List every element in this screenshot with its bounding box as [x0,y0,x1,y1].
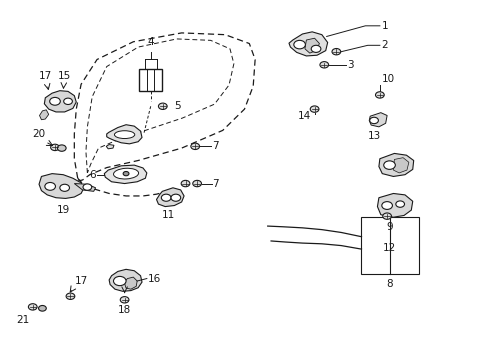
Polygon shape [378,153,413,176]
Circle shape [83,184,92,190]
Circle shape [60,184,69,192]
Ellipse shape [113,168,138,179]
Text: 16: 16 [147,274,161,284]
Polygon shape [377,193,412,217]
Circle shape [310,45,320,53]
Text: 4: 4 [147,37,154,47]
Text: 11: 11 [161,210,174,220]
Text: 17: 17 [74,276,87,286]
Circle shape [395,201,404,207]
Circle shape [63,98,72,104]
Text: 3: 3 [347,60,353,70]
Text: 9: 9 [386,222,392,232]
Polygon shape [393,158,408,173]
Text: 20: 20 [32,129,45,139]
Polygon shape [106,125,142,144]
Polygon shape [74,184,95,192]
Polygon shape [368,113,386,127]
Text: 21: 21 [17,315,30,325]
Circle shape [161,194,171,201]
Polygon shape [40,110,49,120]
Polygon shape [109,269,142,291]
Text: 8: 8 [386,279,392,289]
Circle shape [190,143,199,149]
Polygon shape [124,277,137,289]
Circle shape [319,62,328,68]
Text: 12: 12 [382,243,395,253]
Circle shape [383,161,394,169]
Text: 7: 7 [211,141,218,151]
Circle shape [293,40,305,49]
Polygon shape [305,38,319,53]
Text: 10: 10 [381,73,394,84]
Circle shape [123,171,129,176]
Circle shape [28,304,37,310]
Text: 17: 17 [39,72,52,81]
Circle shape [66,293,75,300]
Polygon shape [288,32,327,56]
Polygon shape [39,174,84,198]
Text: 14: 14 [297,111,310,121]
Text: 5: 5 [174,101,180,111]
Circle shape [369,117,378,123]
Text: 15: 15 [58,72,71,81]
Circle shape [51,144,59,150]
Circle shape [57,145,66,151]
Circle shape [382,213,391,219]
Circle shape [45,183,55,190]
Polygon shape [106,145,114,149]
Text: 6: 6 [89,170,95,180]
Bar [139,69,162,91]
Circle shape [331,49,340,55]
Polygon shape [104,165,146,184]
Text: 13: 13 [366,131,380,141]
Circle shape [158,103,167,109]
Circle shape [120,297,129,303]
Circle shape [381,202,392,210]
Circle shape [192,180,201,187]
Text: 18: 18 [118,305,131,315]
Circle shape [375,92,384,98]
Circle shape [309,106,318,112]
Text: 19: 19 [57,205,70,215]
Polygon shape [156,188,183,207]
Circle shape [181,180,189,187]
Circle shape [39,306,46,311]
Polygon shape [44,91,76,112]
Circle shape [50,98,60,105]
Text: 2: 2 [381,40,387,50]
Ellipse shape [114,131,135,139]
Circle shape [113,276,126,285]
Circle shape [171,194,180,201]
Text: 1: 1 [382,21,388,31]
Text: 7: 7 [212,179,219,189]
Bar [361,217,418,274]
